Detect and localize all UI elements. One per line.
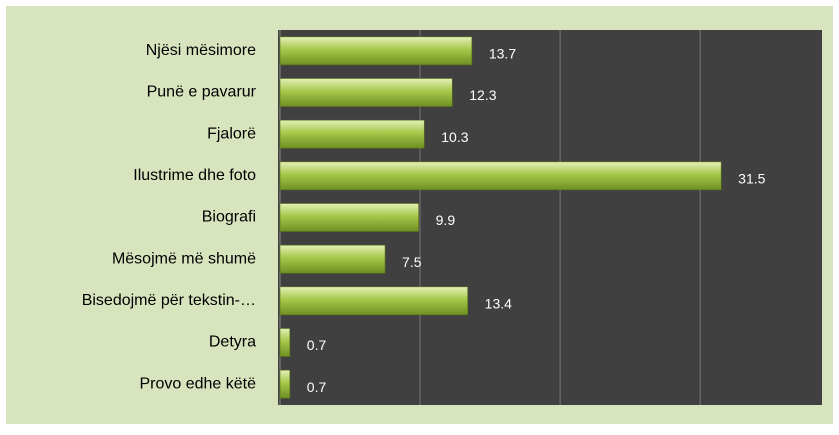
- data-label: 31.5: [738, 171, 765, 187]
- bar: [279, 119, 425, 149]
- bar: [279, 286, 468, 316]
- y-tick-label: Bisedojmë për tekstin-…: [82, 292, 256, 309]
- data-label: 0.7: [307, 379, 327, 395]
- data-label: 13.4: [485, 296, 512, 312]
- y-tick-label: Fjalorë: [207, 125, 256, 142]
- bar: [279, 369, 291, 399]
- data-label: 7.5: [402, 254, 422, 270]
- y-tick-label: Biografi: [202, 209, 256, 226]
- y-tick-label: Njësi mësimore: [146, 42, 256, 59]
- bar: [279, 328, 291, 357]
- y-tick-label: Punë e pavarur: [147, 84, 257, 101]
- data-label: 12.3: [469, 87, 496, 103]
- y-tick-label: Mësojmë më shumë: [112, 250, 256, 267]
- data-label: 10.3: [441, 129, 468, 145]
- y-tick-label: Ilustrime dhe foto: [133, 167, 256, 184]
- data-label: 13.7: [489, 46, 516, 62]
- bar: [279, 203, 419, 232]
- bar: [279, 78, 453, 107]
- bar: [279, 244, 386, 274]
- data-label: 9.9: [436, 212, 456, 228]
- y-tick-label: Provo edhe këtë: [139, 375, 256, 392]
- bar: [279, 161, 722, 191]
- y-tick-label: Detyra: [209, 334, 256, 351]
- data-label: 0.7: [307, 337, 327, 353]
- bar: [279, 36, 473, 66]
